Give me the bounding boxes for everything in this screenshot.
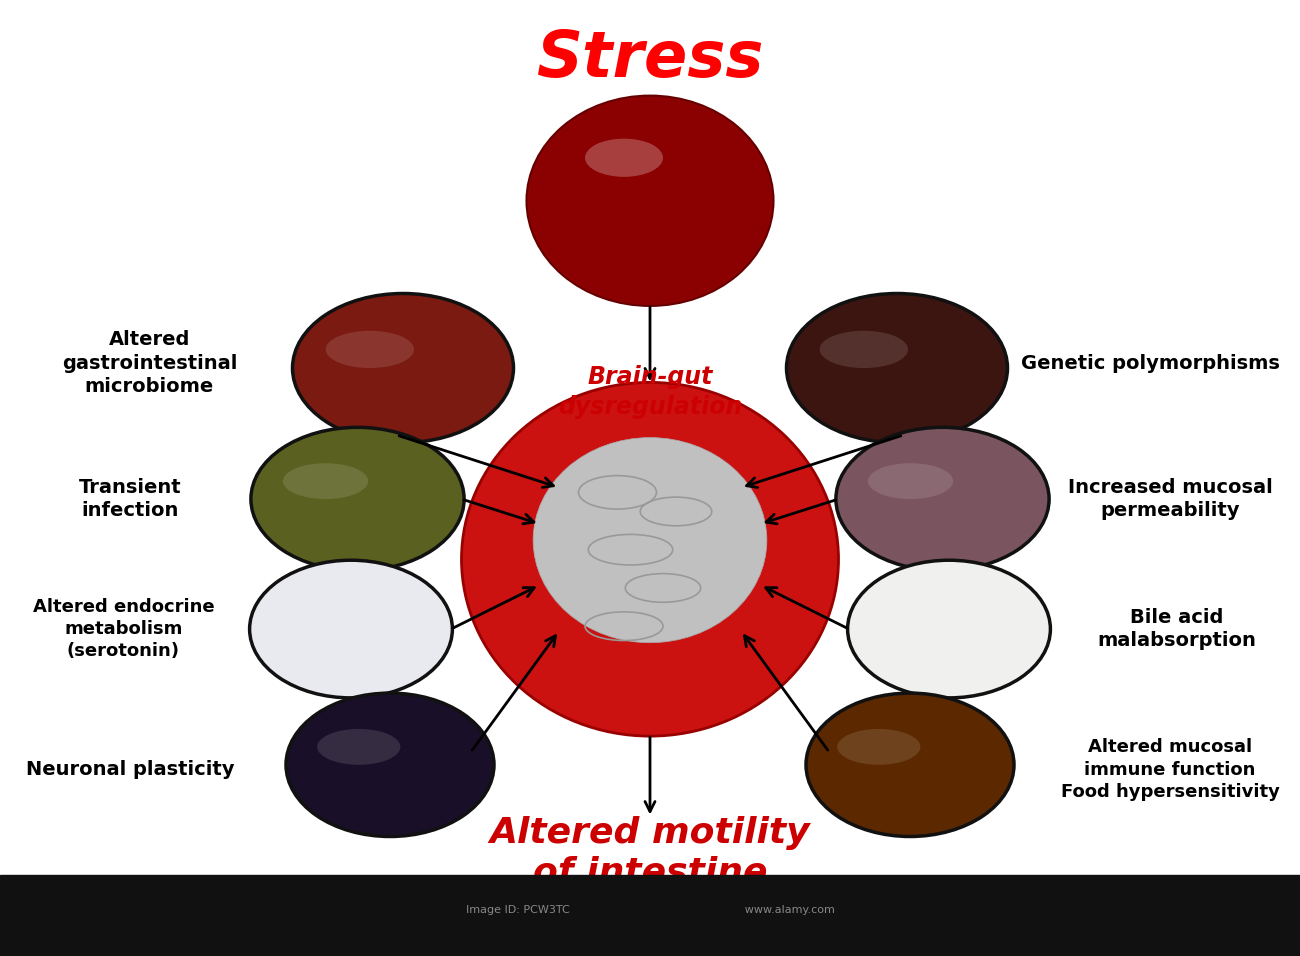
- Text: Stress: Stress: [537, 29, 763, 90]
- Ellipse shape: [836, 427, 1049, 571]
- Text: Image ID: PCW3TC                                                  www.alamy.com: Image ID: PCW3TC www.alamy.com: [465, 905, 835, 915]
- Text: Brain-gut
dysregulation: Brain-gut dysregulation: [558, 365, 742, 419]
- Ellipse shape: [848, 560, 1050, 698]
- Ellipse shape: [806, 693, 1014, 836]
- Ellipse shape: [533, 438, 767, 642]
- Text: Transient
infection: Transient infection: [79, 478, 181, 520]
- Text: Genetic polymorphisms: Genetic polymorphisms: [1020, 354, 1280, 373]
- Ellipse shape: [786, 293, 1008, 443]
- Text: Altered motility
of intestine: Altered motility of intestine: [490, 816, 810, 889]
- Ellipse shape: [325, 331, 413, 368]
- Bar: [0, 875, 1300, 956]
- Ellipse shape: [283, 464, 368, 499]
- Text: Altered
gastrointestinal
microbiome: Altered gastrointestinal microbiome: [62, 330, 237, 397]
- Text: Increased mucosal
permeability: Increased mucosal permeability: [1067, 478, 1273, 520]
- Ellipse shape: [526, 96, 774, 306]
- Ellipse shape: [585, 139, 663, 177]
- Ellipse shape: [819, 331, 907, 368]
- Text: Neuronal plasticity: Neuronal plasticity: [26, 760, 234, 779]
- Ellipse shape: [250, 560, 452, 698]
- Text: Altered endocrine
metabolism
(serotonin): Altered endocrine metabolism (serotonin): [32, 598, 215, 661]
- Ellipse shape: [251, 427, 464, 571]
- Text: Altered mucosal
immune function
Food hypersensitivity: Altered mucosal immune function Food hyp…: [1061, 738, 1279, 801]
- Ellipse shape: [462, 382, 838, 736]
- Ellipse shape: [837, 728, 920, 765]
- Ellipse shape: [292, 293, 514, 443]
- Text: Bile acid
malabsorption: Bile acid malabsorption: [1097, 608, 1256, 650]
- Ellipse shape: [317, 728, 400, 765]
- Ellipse shape: [286, 693, 494, 836]
- Ellipse shape: [868, 464, 953, 499]
